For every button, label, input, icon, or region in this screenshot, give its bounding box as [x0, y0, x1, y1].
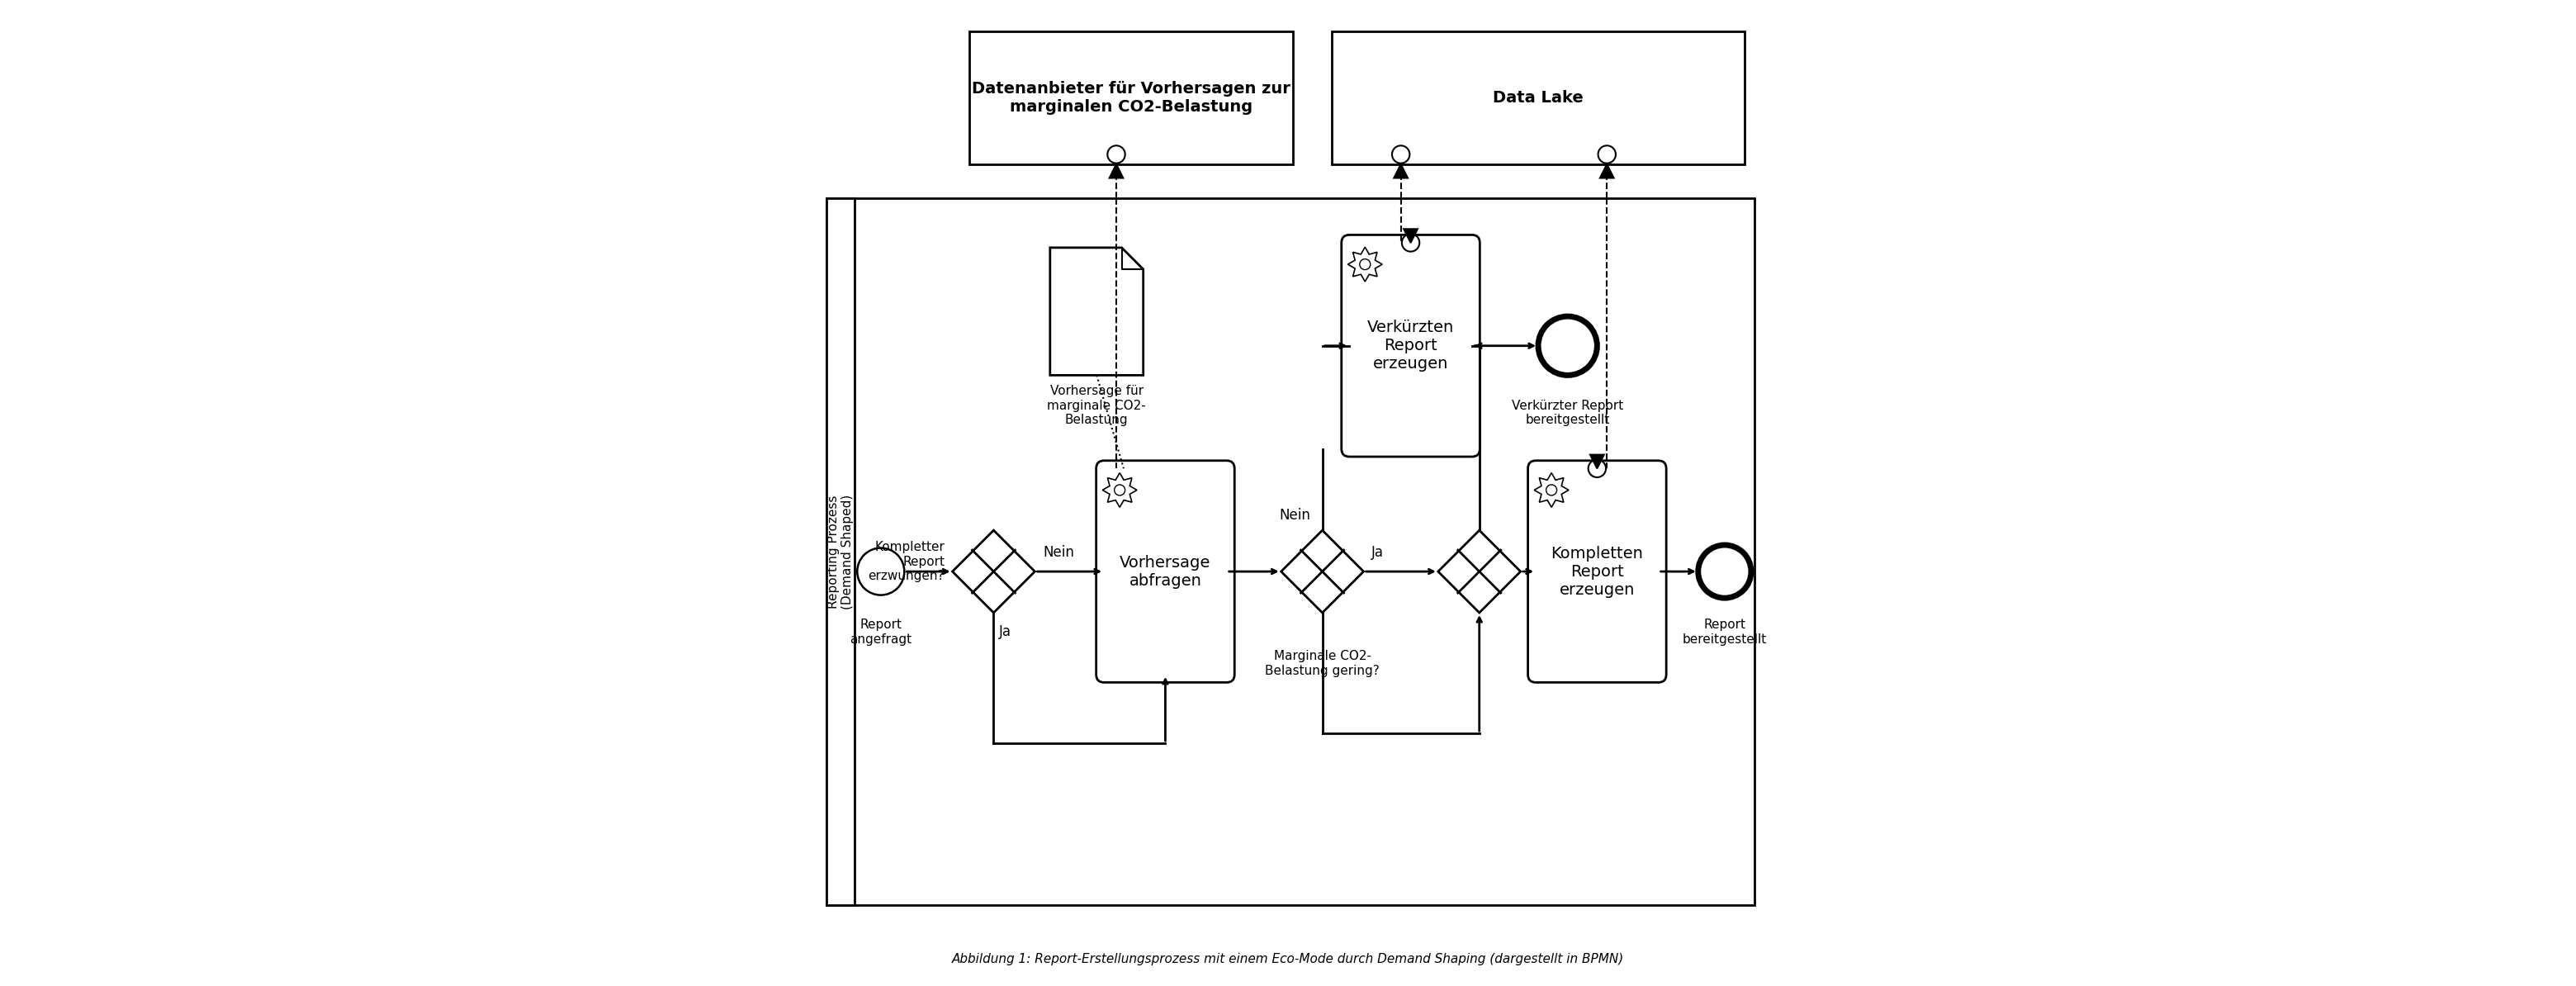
Text: Verkürzten
Report
erzeugen: Verkürzten Report erzeugen — [1368, 319, 1453, 372]
Text: Verkürzter Report
bereitgestellt: Verkürzter Report bereitgestellt — [1512, 399, 1623, 427]
Circle shape — [1108, 146, 1126, 164]
Circle shape — [1391, 146, 1409, 164]
FancyBboxPatch shape — [1342, 235, 1479, 457]
Bar — [827, 198, 855, 905]
Circle shape — [1360, 259, 1370, 270]
Text: Data Lake: Data Lake — [1494, 90, 1584, 106]
Circle shape — [1597, 146, 1615, 164]
Polygon shape — [1051, 247, 1144, 376]
Text: Nein: Nein — [1280, 508, 1311, 523]
Text: Kompletter
Report
erzwungen?: Kompletter Report erzwungen? — [868, 541, 945, 583]
Polygon shape — [1535, 473, 1569, 507]
Text: Vorhersage
abfragen: Vorhersage abfragen — [1121, 554, 1211, 589]
Text: Vorhersage für
marginale CO2-
Belastung: Vorhersage für marginale CO2- Belastung — [1048, 386, 1146, 426]
Text: Report
bereitgestellt: Report bereitgestellt — [1682, 618, 1767, 646]
Circle shape — [1589, 459, 1605, 477]
Text: Report
angefragt: Report angefragt — [850, 618, 912, 646]
Bar — [1332, 32, 1744, 165]
Text: Kompletten
Report
erzeugen: Kompletten Report erzeugen — [1551, 545, 1643, 598]
FancyBboxPatch shape — [1097, 460, 1234, 682]
Text: Datenanbieter für Vorhersagen zur
marginalen CO2-Belastung: Datenanbieter für Vorhersagen zur margin… — [971, 81, 1291, 115]
Text: Ja: Ja — [1370, 545, 1383, 560]
Polygon shape — [1347, 247, 1383, 282]
Polygon shape — [1404, 229, 1417, 243]
Bar — [969, 32, 1293, 165]
Polygon shape — [1110, 165, 1123, 177]
Circle shape — [1115, 485, 1126, 495]
Polygon shape — [1437, 530, 1520, 612]
Circle shape — [1546, 485, 1556, 495]
Text: Reporting Prozess
(Demand Shaped): Reporting Prozess (Demand Shaped) — [827, 494, 853, 609]
Text: Abbildung 1: Report-Erstellungsprozess mit einem Eco-Mode durch Demand Shaping (: Abbildung 1: Report-Erstellungsprozess m… — [953, 953, 1623, 965]
Circle shape — [1401, 234, 1419, 251]
Polygon shape — [1394, 165, 1406, 177]
Circle shape — [1698, 545, 1752, 599]
Text: Ja: Ja — [999, 624, 1010, 639]
Polygon shape — [1589, 455, 1605, 468]
Text: Nein: Nein — [1043, 545, 1074, 560]
Polygon shape — [1600, 165, 1613, 177]
Circle shape — [858, 548, 904, 596]
Circle shape — [1538, 317, 1597, 376]
Polygon shape — [1103, 473, 1136, 507]
Text: Marginale CO2-
Belastung gering?: Marginale CO2- Belastung gering? — [1265, 650, 1381, 676]
Bar — [827, 198, 1754, 905]
Polygon shape — [1280, 530, 1363, 612]
Polygon shape — [953, 530, 1036, 612]
FancyBboxPatch shape — [1528, 460, 1667, 682]
